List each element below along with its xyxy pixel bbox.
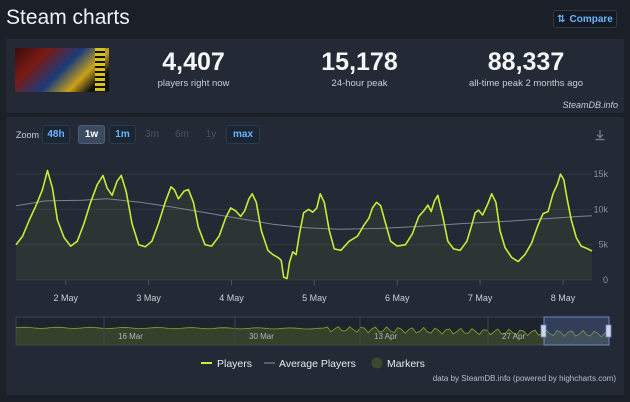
compare-button[interactable]: ⇅ Compare (553, 10, 617, 28)
stat-24h-value: 15,178 (321, 48, 398, 76)
stat-current-value: 4,407 (162, 48, 225, 76)
zoom-3m-button: 3m (145, 129, 159, 140)
y-tick-label: 10k (593, 204, 608, 214)
zoom-1m-button[interactable]: 1m (109, 125, 136, 144)
stat-alltime-value: 88,337 (487, 48, 565, 76)
y-tick-label: 0 (603, 275, 608, 285)
legend-players-label: Players (217, 358, 252, 370)
navigator-label: 16 Mar (118, 332, 143, 341)
x-tick-label: 2 May (53, 293, 78, 303)
y-tick-label: 5k (598, 240, 608, 250)
navigator-label: 30 Mar (249, 332, 274, 341)
legend-markers-label: Markers (387, 358, 425, 370)
zoom-max-button[interactable]: max (226, 125, 260, 144)
zoom-1w-button[interactable]: 1w (78, 125, 105, 144)
footer-credit[interactable]: data by SteamDB.info (powered by highcha… (432, 374, 616, 383)
header: Steam charts ⇅ Compare (0, 0, 630, 38)
navigator-area (16, 326, 609, 345)
x-tick-label: 7 May (468, 293, 493, 303)
players-line (15, 169, 593, 280)
navigator-handle-left (540, 324, 547, 338)
chart-svg: 16 Mar 30 Mar 13 Apr 27 Apr 0 5k 10k 15k 2 May 3… (15, 169, 612, 370)
stat-current-players: 4,407 players right now (136, 48, 251, 89)
stats-panel: 4,407 players right now 15,178 24-hour p… (6, 39, 624, 113)
steamdb-credit[interactable]: SteamDB.info (562, 100, 618, 110)
legend-markers-swatch (371, 357, 383, 369)
x-tick-label: 5 May (302, 293, 327, 303)
page-title: Steam charts (6, 6, 130, 29)
chart-panel: 16 Mar 30 Mar 13 Apr 27 Apr 0 5k 10k 15k 2 May 3… (6, 117, 624, 395)
zoom-6m-button: 6m (175, 129, 189, 140)
stat-alltime-peak: 88,337 all-time peak 2 months ago (456, 48, 596, 89)
compare-button-label: Compare (569, 13, 613, 25)
players-area (16, 170, 592, 280)
compare-icon: ⇅ (557, 13, 566, 25)
game-thumbnail[interactable] (15, 48, 109, 92)
x-tick-label: 3 May (136, 293, 161, 303)
stat-24h-label: 24-hour peak (331, 78, 388, 89)
navigator-label: 27 Apr (502, 332, 525, 341)
zoom-48h-button[interactable]: 48h (42, 125, 70, 144)
zoom-label: Zoom (16, 130, 40, 140)
navigator-selection (543, 316, 610, 346)
stat-current-label: players right now (157, 78, 230, 89)
legend-average-label: Average Players (279, 358, 356, 370)
zoom-1y-button: 1y (205, 129, 217, 140)
y-tick-label: 15k (593, 169, 608, 179)
navigator-label: 13 Apr (374, 332, 397, 341)
x-tick-label: 4 May (219, 293, 244, 303)
download-icon[interactable] (594, 129, 606, 141)
stat-alltime-label: all-time peak 2 months ago (468, 78, 584, 89)
average-players-line (15, 198, 593, 230)
navigator-line (15, 326, 610, 338)
game-thumbnail-strip (95, 48, 105, 92)
x-tick-label: 6 May (385, 293, 410, 303)
navigator-handle-right (605, 324, 612, 338)
x-tick-label: 8 May (551, 293, 576, 303)
stat-24h-peak: 15,178 24-hour peak (302, 48, 417, 89)
